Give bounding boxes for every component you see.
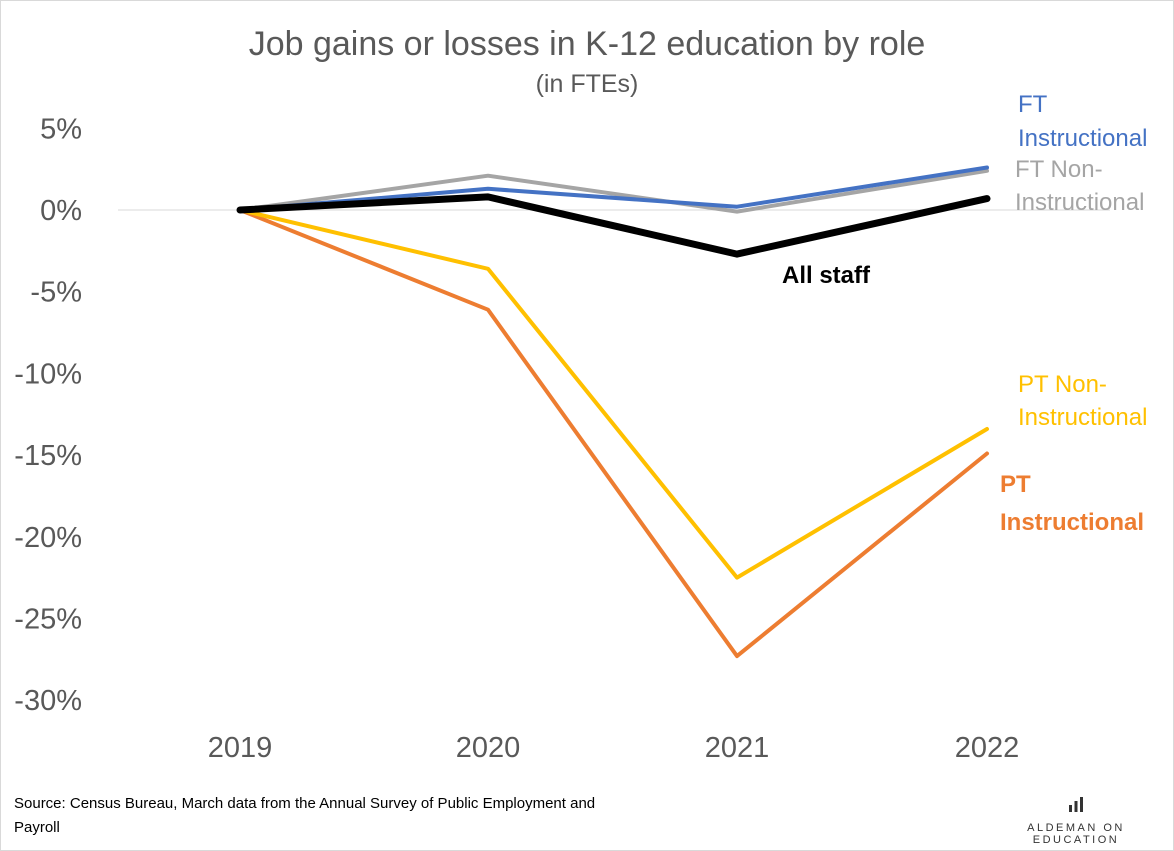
series-line-all-staff xyxy=(236,193,991,258)
series-label-line: Instructional xyxy=(1000,509,1144,536)
series-label-pt-noninstr: PT Non- Instructional xyxy=(1018,371,1147,431)
series-line-ft-instr xyxy=(238,165,989,212)
series-label-ft-noninstr: FT Non- Instructional xyxy=(1015,156,1144,216)
series-line-ft-noninstr xyxy=(238,168,989,214)
series-label-line: Instructional xyxy=(1018,404,1147,431)
brand: ALDEMAN ON EDUCATION xyxy=(986,796,1166,846)
y-tick-label: -25% xyxy=(14,604,82,636)
brand-name: ALDEMAN ON EDUCATION xyxy=(1027,822,1125,846)
series-label-line: Instructional xyxy=(1015,189,1144,216)
y-tick-label: 0% xyxy=(40,195,82,227)
series-label-line: PT Non- xyxy=(1018,371,1107,398)
y-tick-label: -20% xyxy=(14,522,82,554)
series-label-line: All staff xyxy=(782,262,871,289)
y-tick-label: 5% xyxy=(40,113,82,145)
chart: Job gains or losses in K-12 education by… xyxy=(14,25,1147,764)
bar-chart-icon xyxy=(1069,797,1083,812)
x-tick-label: 2020 xyxy=(456,732,521,764)
series-label-line: FT Non- xyxy=(1015,156,1103,183)
y-tick-label: -5% xyxy=(30,277,82,309)
chart-subtitle: (in FTEs) xyxy=(536,70,639,98)
x-tick-label: 2019 xyxy=(208,732,273,764)
x-tick-label: 2021 xyxy=(705,732,770,764)
chart-title: Job gains or losses in K-12 education by… xyxy=(249,25,926,63)
series-label-all-staff: All staff xyxy=(782,262,871,289)
y-tick-label: -30% xyxy=(14,685,82,717)
source-note: Source: Census Bureau, March data from t… xyxy=(14,795,596,836)
series-label-line: PT xyxy=(1000,471,1031,498)
series-line-pt-noninstr xyxy=(238,208,989,580)
y-tick-label: -10% xyxy=(14,358,82,390)
series-label-ft-instr: FT Instructional xyxy=(1018,91,1147,152)
series-line-pt-instr xyxy=(238,208,989,659)
series-label-pt-instr: PT Instructional xyxy=(1000,471,1144,536)
x-tick-label: 2022 xyxy=(955,732,1020,764)
series-label-line: FT xyxy=(1018,91,1048,118)
y-tick-label: -15% xyxy=(14,440,82,472)
series-label-line: Instructional xyxy=(1018,125,1147,152)
